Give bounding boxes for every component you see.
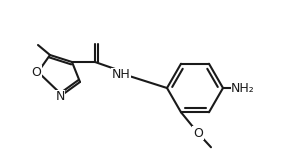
Text: O: O — [31, 66, 41, 78]
Text: O: O — [193, 127, 203, 140]
Text: NH₂: NH₂ — [231, 82, 255, 95]
Text: N: N — [55, 91, 65, 104]
Text: NH: NH — [112, 69, 130, 82]
